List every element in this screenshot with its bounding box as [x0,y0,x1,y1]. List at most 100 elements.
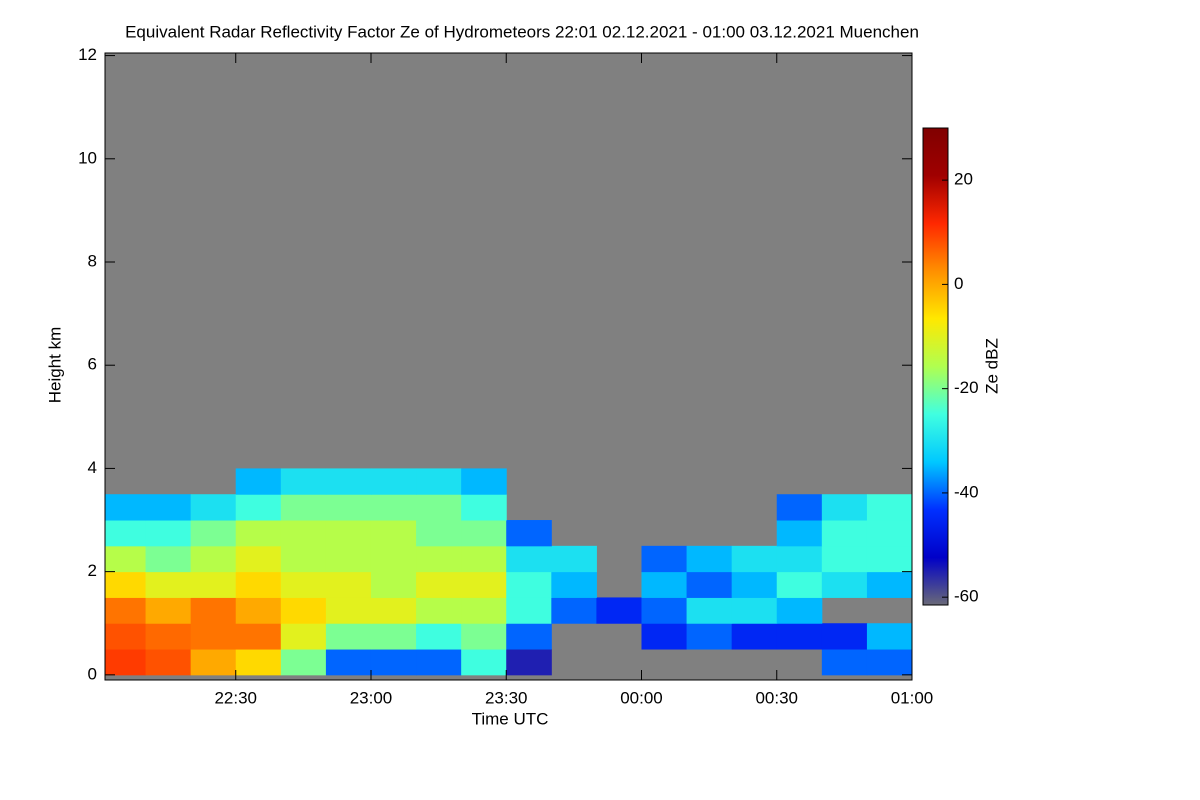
heatmap-cell [461,545,507,573]
y-tick-label: 4 [88,458,97,477]
heatmap-cell [325,468,372,495]
x-tick-label: 23:30 [485,688,528,707]
heatmap-cell [461,649,507,676]
heatmap-cell [190,623,237,650]
heatmap-cell [416,649,462,676]
heatmap-cell [866,545,913,573]
heatmap-cell [325,520,372,547]
heatmap-cell [235,468,282,495]
heatmap-cell [280,623,327,650]
heatmap-cell [105,649,147,676]
heatmap-cell [145,649,192,676]
heatmap-cell [145,571,192,598]
heatmap-cell [370,623,417,650]
heatmap-cell [506,520,552,547]
heatmap-cell [325,623,372,650]
y-tick-label: 10 [78,148,97,167]
heatmap-cell [280,571,327,598]
heatmap-cell [190,571,237,598]
heatmap-cell [686,545,733,573]
x-tick-label: 23:00 [350,688,393,707]
heatmap-cell [866,520,913,547]
heatmap-cell [731,571,778,598]
heatmap-cell [686,623,733,650]
heatmap-cell [821,571,868,598]
heatmap-cell [416,468,462,495]
heatmap-cell [190,494,237,521]
heatmap-cell [416,597,462,624]
heatmap-cell [190,545,237,573]
heatmap-cell [370,649,417,676]
heatmap-cell [686,597,733,624]
heatmap-cell [506,545,552,573]
heatmap-cell [235,545,282,573]
heatmap-cell [325,494,372,521]
heatmap-cell [370,571,417,598]
heatmap-cell [370,494,417,521]
heatmap-cell [551,545,597,573]
heatmap-cell [776,623,823,650]
heatmap-cell [641,623,688,650]
heatmap-cell [866,494,913,521]
heatmap-cell [235,571,282,598]
heatmap-cell [506,649,552,676]
heatmap-cell [686,571,733,598]
x-tick-label: 01:00 [891,688,934,707]
heatmap-cell [190,597,237,624]
heatmap-cell [325,545,372,573]
x-axis-label: Time UTC [472,709,549,728]
heatmap-cell [325,649,372,676]
heatmap-cell [280,597,327,624]
heatmap-cell [145,520,192,547]
heatmap-cell [866,623,913,650]
heatmap-cell [370,468,417,495]
heatmap-cell [461,623,507,650]
heatmap-cell [821,649,868,676]
heatmap-cell [641,597,688,624]
heatmap-cell [235,520,282,547]
y-tick-label: 0 [88,664,97,683]
heatmap-cell [235,494,282,521]
y-tick-label: 2 [88,561,97,580]
heatmap-cell [641,571,688,598]
x-tick-label: 00:00 [620,688,663,707]
heatmap-cell [145,597,192,624]
y-tick-label: 8 [88,251,97,270]
heatmap-cell [776,520,823,547]
y-tick-label: 12 [78,45,97,64]
heatmap-cell [190,649,237,676]
y-tick-label: 6 [88,355,97,374]
colorbar-tick-label: 20 [954,170,973,189]
colorbar-tick-label: -60 [954,587,979,606]
heatmap-cell [105,571,147,598]
heatmap-cell [461,520,507,547]
heatmap-cell [461,571,507,598]
heatmap-cell [776,494,823,521]
heatmap-cell [370,520,417,547]
heatmap-cell [190,520,237,547]
heatmap-cell [325,597,372,624]
heatmap-cell [370,597,417,624]
colorbar-tick-label: -40 [954,482,979,501]
heatmap-cell [145,623,192,650]
heatmap-cell [235,597,282,624]
colorbar-label: Ze dBZ [982,338,1001,394]
heatmap-cell [105,520,147,547]
heatmap-cell [596,597,643,624]
heatmap-cell [280,468,327,495]
colorbar-tick-label: -20 [954,378,979,397]
heatmap-cell [105,494,147,521]
plot-frame [104,52,913,681]
x-tick-label: 22:30 [214,688,257,707]
heatmap-cell [105,623,147,650]
chart-title: Equivalent Radar Reflectivity Factor Ze … [125,22,919,41]
heatmap-cell [325,571,372,598]
heatmap-cell [416,571,462,598]
colorbar [922,127,949,606]
heatmap-cell [821,623,868,650]
heatmap-cell [280,545,327,573]
heatmap-cell [461,468,507,495]
heatmap-cell [235,649,282,676]
heatmap-cell [776,545,823,573]
heatmap-cell [105,545,147,573]
